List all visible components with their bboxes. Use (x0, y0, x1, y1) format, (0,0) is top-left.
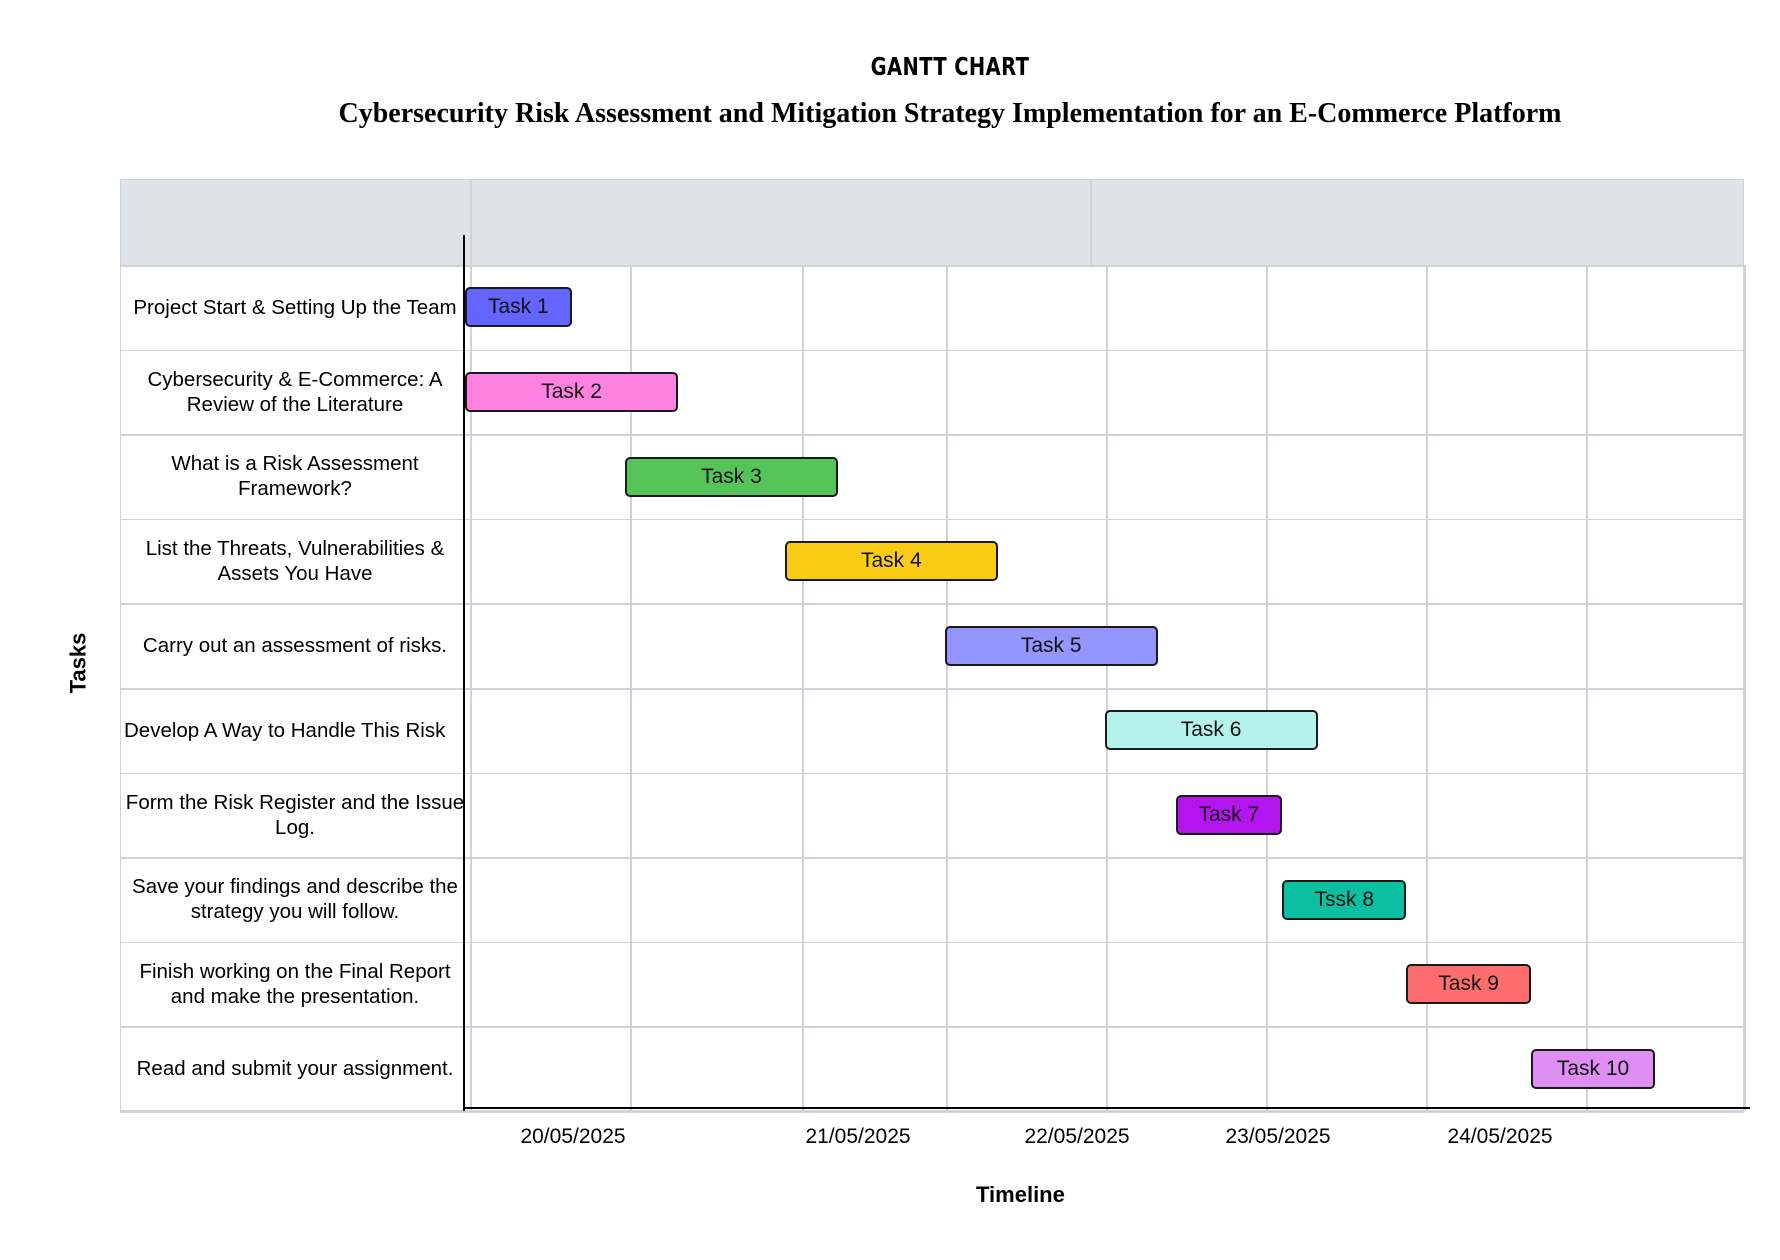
task-bar-label: Task 10 (1556, 1056, 1630, 1080)
task-label: Project Start & Setting Up the Team (133, 295, 457, 319)
task-label: Save your findings and describe the stra… (132, 875, 458, 924)
task-label: What is a Risk Assessment Framework? (171, 452, 419, 501)
task-label: Read and submit your assignment. (136, 1057, 454, 1081)
x-axis-line (463, 1107, 1750, 1109)
task-label: Cybersecurity & E-Commerce: A Review of … (147, 367, 443, 416)
task-bar-label: Task 4 (860, 549, 922, 573)
y-axis-line (463, 235, 465, 1111)
x-tick-label: 23/05/2025 (1225, 1125, 1331, 1148)
y-axis-title: Tasks (65, 632, 91, 694)
grid-border (120, 179, 1744, 1111)
x-tick-label: 22/05/2025 (1024, 1125, 1130, 1148)
task-bar-label: Tssk 8 (1314, 887, 1375, 911)
row-gridline (120, 941, 1744, 944)
row-gridline (120, 603, 1744, 605)
task-label: Develop A Way to Handle This Risk (124, 718, 446, 742)
task-bar: Task 5 (944, 625, 1158, 666)
task-bar: Task 7 (1175, 794, 1283, 835)
task-bar: Task 3 (624, 456, 839, 497)
row-gridline (120, 857, 1744, 859)
task-bar-label: Task 6 (1180, 718, 1242, 742)
row-gridline (120, 434, 1744, 436)
chart-subtitle: Cybersecurity Risk Assessment and Mitiga… (338, 98, 1562, 129)
task-bar: Task 2 (465, 371, 679, 412)
column-gridline (1426, 265, 1428, 1111)
row-gridline (120, 518, 1744, 521)
row-gridline (120, 772, 1744, 775)
column-gridline (1266, 265, 1268, 1111)
task-bar-label: Task 3 (701, 464, 762, 488)
column-gridline (802, 265, 804, 1111)
row-gridline (120, 265, 1744, 267)
task-bar-label: Task 7 (1198, 802, 1260, 826)
task-label: List the Threats, Vulnerabilities & Asse… (145, 537, 445, 586)
task-bar: Tssk 8 (1282, 879, 1407, 920)
header-divider (1090, 179, 1092, 265)
row-gridline (120, 688, 1744, 690)
column-gridline (630, 265, 632, 1111)
row-gridline (120, 349, 1744, 352)
column-gridline (1586, 265, 1588, 1111)
task-bar: Task 6 (1104, 710, 1318, 751)
task-bar: Task 4 (784, 541, 998, 582)
x-tick-label: 21/05/2025 (805, 1125, 911, 1148)
task-bar: Task 10 (1530, 1048, 1656, 1089)
column-gridline (470, 265, 472, 1111)
header-band (120, 179, 1744, 265)
column-gridline (946, 265, 948, 1111)
task-label: Finish working on the Final Report and m… (139, 960, 451, 1009)
task-bar-label: Task 9 (1438, 972, 1499, 996)
x-tick-label: 20/05/2025 (520, 1125, 626, 1148)
column-gridline (1744, 265, 1746, 1111)
row-gridline (120, 1111, 1744, 1113)
x-axis-title: Timeline (976, 1182, 1065, 1207)
band-left-divider (470, 179, 472, 265)
task-bar: Task 9 (1406, 964, 1531, 1005)
task-bar: Task 1 (465, 287, 572, 328)
row-gridline (120, 1026, 1744, 1028)
task-bar-label: Task 2 (541, 379, 602, 403)
column-gridline (1106, 265, 1108, 1111)
task-label: Form the Risk Register and the Issue Log… (125, 790, 465, 839)
x-tick-label: 24/05/2025 (1447, 1125, 1553, 1148)
task-label: Carry out an assessment of risks. (142, 634, 448, 658)
task-bar-label: Task 5 (1020, 633, 1082, 657)
task-bar-label: Task 1 (487, 295, 549, 319)
chart-title: GANTT CHART (870, 52, 1030, 81)
